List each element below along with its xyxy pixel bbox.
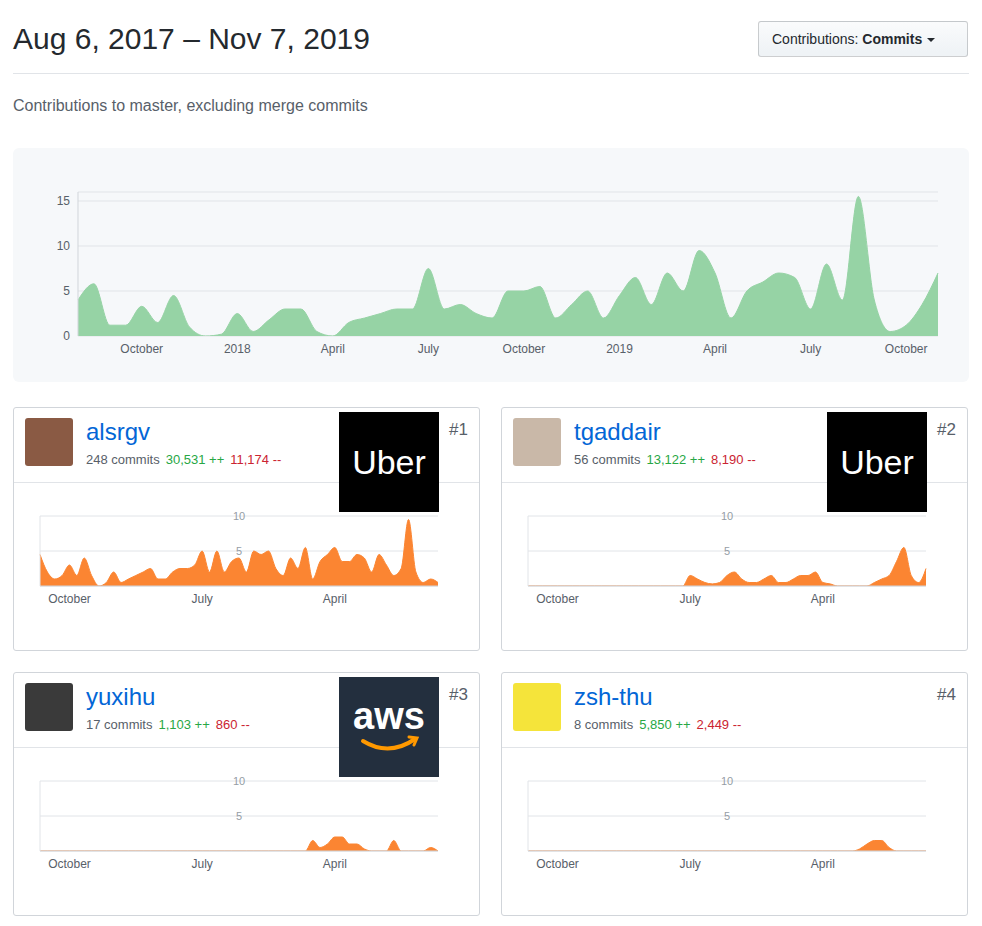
svg-text:10: 10: [233, 775, 245, 787]
html-text:Aug 6, 2017 – Nov 7, 2019: Aug 6, 2017 – Nov 7, 2019: [13, 22, 370, 55]
svg-text:April: April: [811, 592, 835, 606]
svg-text:October: October: [536, 857, 579, 871]
svg-text:July: July: [800, 342, 821, 356]
svg-text:10: 10: [721, 775, 733, 787]
html-text:Uber: Uber: [352, 443, 426, 481]
html-text:Uber: Uber: [840, 443, 914, 481]
svg-text:October: October: [48, 857, 91, 871]
html-text:yuxihu: yuxihu: [86, 683, 156, 710]
svg-text:April: April: [323, 857, 347, 871]
html-text:zsh-thu: zsh-thu: [574, 683, 653, 710]
svg-text:July: July: [191, 592, 212, 606]
html-text:#2: #2: [937, 420, 956, 439]
svg-text:5: 5: [63, 284, 70, 298]
html-text:#1: #1: [449, 420, 468, 439]
html-text:tgaddair: tgaddair: [574, 418, 661, 445]
svg-text:July: July: [679, 592, 700, 606]
html-text:Contributions: Commits: Contributions: Commits: [772, 31, 923, 47]
html-text:56 commits 13,122 ++: 56 commits 13,122 ++: [574, 452, 705, 467]
html-text:Contributions to master, exclu: Contributions to master, excluding merge…: [13, 97, 368, 114]
svg-text:2019: 2019: [606, 342, 633, 356]
svg-text:0: 0: [63, 329, 70, 343]
svg-text:10: 10: [721, 510, 733, 522]
svg-text:October: October: [120, 342, 163, 356]
svg-text:October: October: [503, 342, 546, 356]
html-text:alsrgv: alsrgv: [86, 418, 150, 445]
svg-text:July: July: [191, 857, 212, 871]
svg-text:5: 5: [236, 810, 242, 822]
svg-text:April: April: [323, 592, 347, 606]
html-text:8 commits 5,850 ++ 2,449 --: 8 commits 5,850 ++ 2,449 --: [574, 717, 742, 732]
svg-text:2018: 2018: [224, 342, 251, 356]
svg-text:5: 5: [724, 545, 730, 557]
svg-text:5: 5: [724, 810, 730, 822]
svg-text:October: October: [536, 592, 579, 606]
html-text:8,190 --: 8,190 --: [711, 452, 756, 467]
html-text:#4: #4: [937, 685, 956, 704]
html-text:aws: aws: [353, 695, 425, 737]
svg-text:April: April: [811, 857, 835, 871]
svg-text:April: April: [321, 342, 345, 356]
html-text:#3: #3: [449, 685, 468, 704]
svg-text:10: 10: [233, 510, 245, 522]
svg-text:5: 5: [236, 545, 242, 557]
svg-text:10: 10: [57, 239, 71, 253]
svg-text:October: October: [885, 342, 928, 356]
svg-text:July: July: [679, 857, 700, 871]
svg-text:July: July: [418, 342, 439, 356]
html-text:17 commits 1,103 ++ 860 --: 17 commits 1,103 ++ 860 --: [86, 717, 250, 732]
html-text:248 commits 30,531 ++ 11,174 -: 248 commits 30,531 ++ 11,174 --: [86, 452, 282, 467]
svg-text:April: April: [703, 342, 727, 356]
svg-text:15: 15: [57, 194, 71, 208]
svg-text:October: October: [48, 592, 91, 606]
